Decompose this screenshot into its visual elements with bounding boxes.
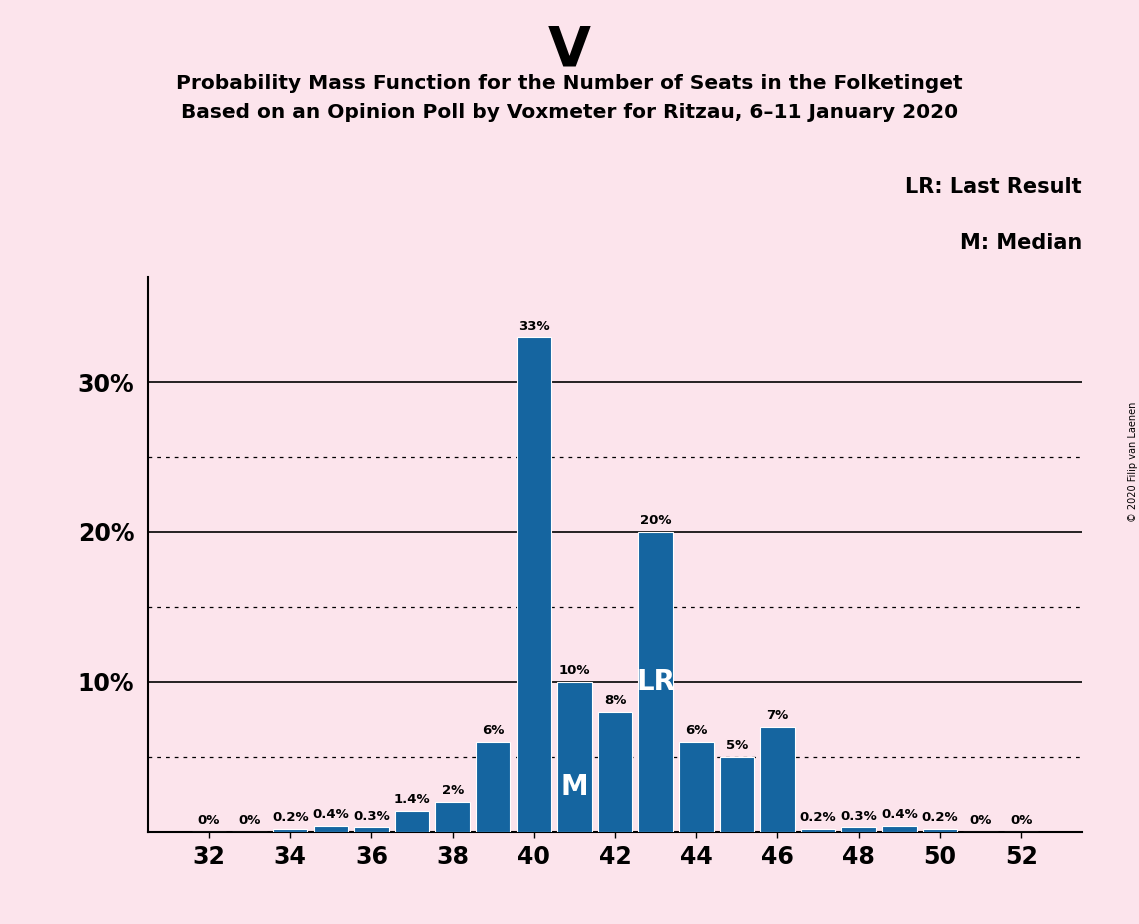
Bar — [842, 827, 876, 832]
Text: 0.3%: 0.3% — [353, 809, 390, 822]
Text: 10%: 10% — [559, 664, 590, 677]
Text: 0.4%: 0.4% — [312, 808, 350, 821]
Text: 5%: 5% — [726, 739, 748, 752]
Text: 0%: 0% — [1010, 814, 1032, 827]
Bar — [720, 757, 754, 832]
Text: Probability Mass Function for the Number of Seats in the Folketinget: Probability Mass Function for the Number… — [177, 74, 962, 93]
Bar — [435, 802, 470, 832]
Bar — [273, 829, 308, 832]
Bar — [760, 726, 795, 832]
Text: 6%: 6% — [685, 724, 707, 737]
Text: LR: Last Result: LR: Last Result — [906, 177, 1082, 198]
Text: 0.2%: 0.2% — [272, 811, 309, 824]
Bar — [517, 337, 551, 832]
Text: 0%: 0% — [238, 814, 261, 827]
Text: 0.3%: 0.3% — [841, 809, 877, 822]
Bar — [313, 826, 349, 832]
Bar — [354, 827, 388, 832]
Bar — [923, 829, 957, 832]
Text: 0.4%: 0.4% — [880, 808, 918, 821]
Text: LR: LR — [637, 668, 675, 696]
Text: 8%: 8% — [604, 694, 626, 707]
Text: 0.2%: 0.2% — [800, 811, 836, 824]
Text: 2%: 2% — [442, 784, 464, 797]
Text: 0%: 0% — [198, 814, 220, 827]
Bar — [598, 711, 632, 832]
Bar — [801, 829, 835, 832]
Text: 6%: 6% — [482, 724, 505, 737]
Bar — [476, 742, 510, 832]
Bar — [395, 810, 429, 832]
Text: 20%: 20% — [640, 515, 671, 528]
Text: 7%: 7% — [767, 710, 788, 723]
Text: © 2020 Filip van Laenen: © 2020 Filip van Laenen — [1129, 402, 1138, 522]
Text: 1.4%: 1.4% — [394, 793, 431, 806]
Bar — [639, 532, 673, 832]
Bar — [557, 682, 592, 832]
Bar — [679, 742, 713, 832]
Text: 33%: 33% — [518, 320, 550, 333]
Text: Based on an Opinion Poll by Voxmeter for Ritzau, 6–11 January 2020: Based on an Opinion Poll by Voxmeter for… — [181, 103, 958, 123]
Text: M: Median: M: Median — [960, 233, 1082, 253]
Text: M: M — [560, 772, 588, 801]
Text: V: V — [548, 23, 591, 77]
Text: 0%: 0% — [969, 814, 992, 827]
Bar — [882, 826, 917, 832]
Text: 0.2%: 0.2% — [921, 811, 958, 824]
